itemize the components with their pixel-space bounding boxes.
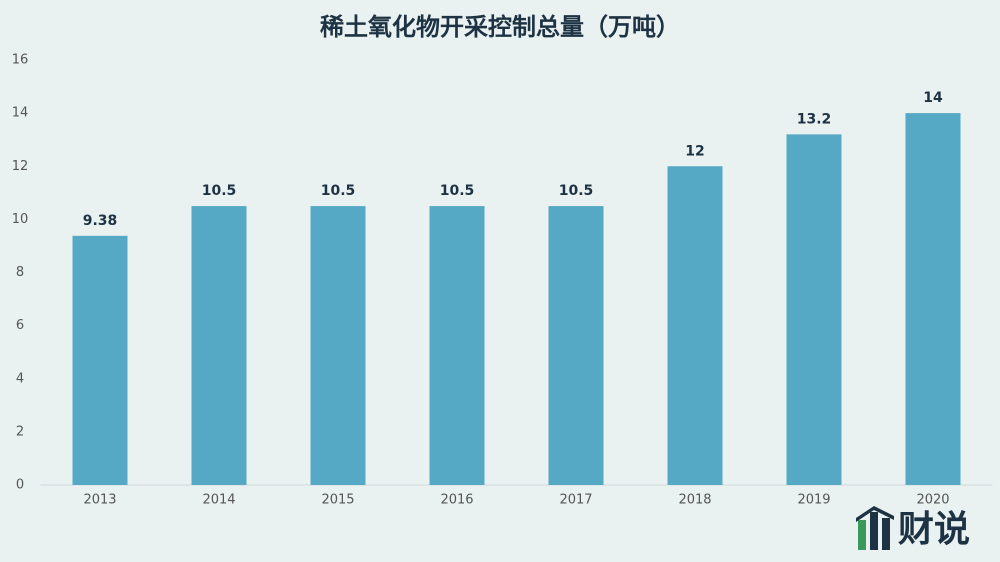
x-tick-label: 2016 [440, 493, 473, 508]
x-tick-label: 2018 [678, 493, 711, 508]
value-label: 10.5 [440, 183, 475, 199]
value-label: 13.2 [797, 111, 832, 127]
y-tick-label: 0 [16, 478, 24, 493]
value-label: 10.5 [202, 183, 237, 199]
value-label: 10.5 [321, 183, 356, 199]
y-tick-label: 8 [16, 265, 24, 280]
value-label: 9.38 [83, 213, 118, 229]
y-tick-label: 16 [12, 53, 29, 68]
bar [786, 134, 842, 485]
bar [905, 113, 961, 485]
value-label: 12 [685, 143, 704, 159]
y-tick-label: 2 [16, 424, 24, 439]
x-tick-label: 2014 [202, 493, 235, 508]
logo-text: 财说 [898, 509, 970, 550]
x-tick-label: 2013 [83, 493, 116, 508]
bar [310, 206, 366, 485]
x-tick-label: 2017 [559, 493, 592, 508]
bar [191, 206, 247, 485]
x-tick-label: 2020 [916, 493, 949, 508]
x-tick-label: 2019 [797, 493, 830, 508]
y-tick-label: 6 [16, 318, 24, 333]
y-tick-label: 10 [12, 212, 29, 227]
logo-icon [856, 506, 894, 550]
y-tick-label: 4 [16, 371, 24, 386]
bar [72, 235, 128, 485]
value-label: 14 [923, 90, 943, 106]
bar [667, 166, 723, 485]
y-tick-label: 14 [12, 106, 29, 121]
chart-title: 稀土氧化物开采控制总量（万吨） [320, 13, 680, 41]
bar [548, 206, 604, 485]
x-tick-label: 2015 [321, 493, 354, 508]
value-label: 10.5 [559, 183, 594, 199]
y-tick-label: 12 [12, 159, 29, 174]
bar [429, 206, 485, 485]
